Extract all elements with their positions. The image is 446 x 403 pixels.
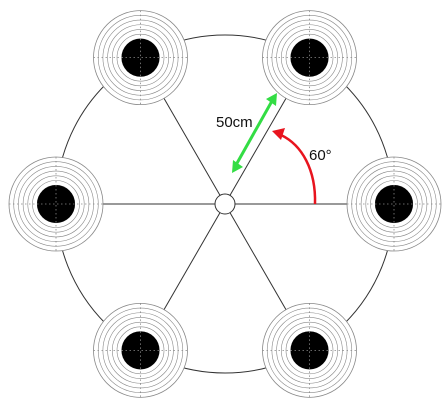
target-ring [27, 175, 85, 233]
target-ring [276, 317, 343, 384]
target-ring [107, 317, 174, 384]
target [262, 10, 357, 106]
angle-label: 60° [309, 147, 332, 164]
target-ring [116, 33, 165, 82]
targets-group [8, 10, 442, 398]
target [93, 302, 188, 398]
angle-arrow [272, 128, 317, 205]
target-ring [280, 29, 338, 87]
target-ring [107, 24, 174, 91]
target [8, 156, 104, 252]
target [262, 302, 357, 398]
target-ring [22, 170, 90, 238]
target [93, 10, 188, 106]
target-bullseye [37, 185, 75, 223]
target-ring [360, 170, 428, 238]
target-ring [32, 180, 80, 228]
target-bullseye [121, 331, 160, 370]
target-ring [112, 321, 170, 379]
distance-arrowhead-end [266, 93, 277, 106]
target-ring [276, 24, 343, 91]
target-bullseye [375, 185, 413, 223]
center-hub [214, 193, 236, 215]
distance-arrow-line [234, 100, 274, 166]
target-ring [280, 321, 338, 379]
target-ring [285, 33, 334, 82]
distance-arrowhead-start [232, 160, 243, 173]
target-ring [116, 326, 165, 375]
angle-arc [280, 133, 317, 205]
target-bullseye [290, 331, 329, 370]
target-bullseye [121, 38, 160, 77]
distance-arrow [232, 93, 277, 173]
target [346, 156, 442, 252]
target-bullseye [290, 38, 329, 77]
distance-label: 50cm [216, 114, 253, 131]
target-ring [365, 175, 423, 233]
target-ring [285, 326, 334, 375]
angle-arrowhead [272, 128, 285, 140]
target-ring [112, 29, 170, 87]
target-ring [370, 180, 418, 228]
